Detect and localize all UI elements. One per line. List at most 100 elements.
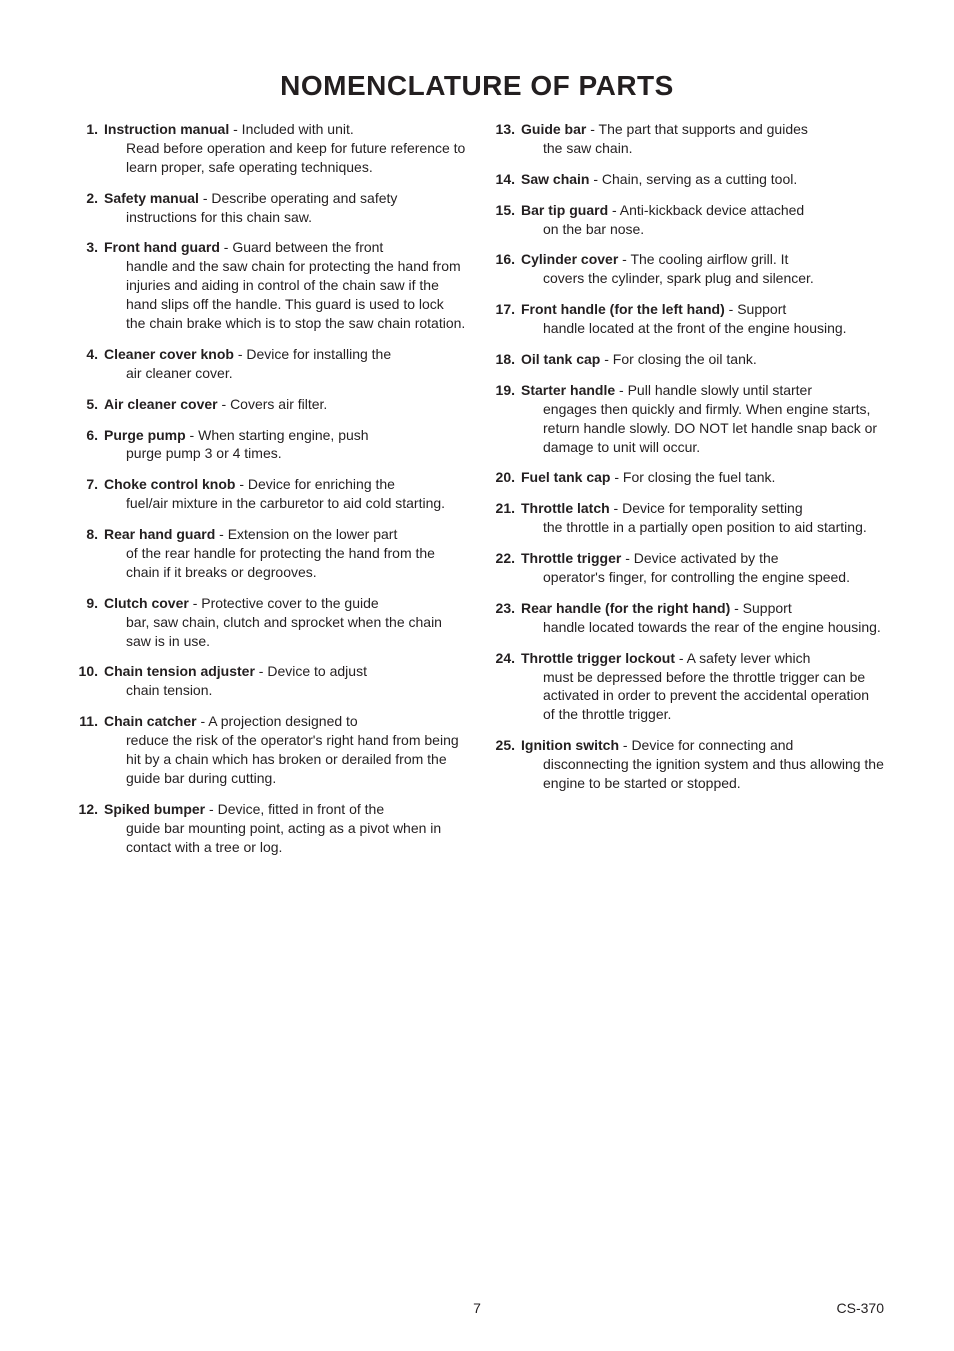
item-label: Rear handle (for the right hand)	[521, 600, 730, 616]
item-number: 11.	[70, 712, 104, 788]
item-first-line: Choke control knob - Device for enrichin…	[104, 476, 395, 492]
item-first-line: Cylinder cover - The cooling airflow gri…	[521, 251, 788, 267]
list-item: 3.Front hand guard - Guard between the f…	[70, 238, 467, 332]
item-number: 14.	[487, 170, 521, 189]
item-continuation: purge pump 3 or 4 times.	[104, 444, 467, 463]
item-first-line: Cleaner cover knob - Device for installi…	[104, 346, 391, 362]
item-label: Chain catcher	[104, 713, 197, 729]
item-label: Saw chain	[521, 171, 589, 187]
item-first-line: Spiked bumper - Device, fitted in front …	[104, 801, 384, 817]
item-number: 13.	[487, 120, 521, 158]
item-number: 2.	[70, 189, 104, 227]
item-number: 22.	[487, 549, 521, 587]
item-label: Instruction manual	[104, 121, 229, 137]
list-item: 6.Purge pump - When starting engine, pus…	[70, 426, 467, 464]
item-body: Cylinder cover - The cooling airflow gri…	[521, 250, 884, 288]
item-lead-text: - Covers air filter.	[218, 396, 328, 412]
item-continuation: handle located at the front of the engin…	[521, 319, 884, 338]
list-item: 7.Choke control knob - Device for enrich…	[70, 475, 467, 513]
list-item: 5.Air cleaner cover - Covers air filter.	[70, 395, 467, 414]
page-title: NOMENCLATURE OF PARTS	[70, 70, 884, 102]
item-lead-text: - Guard between the front	[220, 239, 383, 255]
item-first-line: Starter handle - Pull handle slowly unti…	[521, 382, 812, 398]
item-first-line: Throttle trigger - Device activated by t…	[521, 550, 779, 566]
item-first-line: Safety manual - Describe operating and s…	[104, 190, 397, 206]
item-lead-text: - Extension on the lower part	[215, 526, 397, 542]
item-body: Saw chain - Chain, serving as a cutting …	[521, 170, 884, 189]
list-item: 12.Spiked bumper - Device, fitted in fro…	[70, 800, 467, 857]
item-body: Starter handle - Pull handle slowly unti…	[521, 381, 884, 457]
right-column: 13.Guide bar - The part that supports an…	[487, 120, 884, 869]
item-number: 15.	[487, 201, 521, 239]
item-continuation: handle and the saw chain for protecting …	[104, 257, 467, 333]
item-continuation: guide bar mounting point, acting as a pi…	[104, 819, 467, 857]
item-number: 9.	[70, 594, 104, 651]
item-number: 17.	[487, 300, 521, 338]
item-number: 1.	[70, 120, 104, 177]
item-continuation: of the rear handle for protecting the ha…	[104, 544, 467, 582]
item-label: Air cleaner cover	[104, 396, 218, 412]
item-continuation: bar, saw chain, clutch and sprocket when…	[104, 613, 467, 651]
item-lead-text: - Chain, serving as a cutting tool.	[589, 171, 797, 187]
list-item: 16.Cylinder cover - The cooling airflow …	[487, 250, 884, 288]
list-item: 10.Chain tension adjuster - Device to ad…	[70, 662, 467, 700]
item-number: 20.	[487, 468, 521, 487]
item-number: 3.	[70, 238, 104, 332]
list-item: 24.Throttle trigger lockout - A safety l…	[487, 649, 884, 725]
item-lead-text: - For closing the oil tank.	[600, 351, 756, 367]
item-first-line: Oil tank cap - For closing the oil tank.	[521, 351, 757, 367]
item-number: 5.	[70, 395, 104, 414]
item-first-line: Throttle trigger lockout - A safety leve…	[521, 650, 810, 666]
item-label: Throttle trigger	[521, 550, 621, 566]
item-continuation: Read before operation and keep for futur…	[104, 139, 467, 177]
item-first-line: Guide bar - The part that supports and g…	[521, 121, 808, 137]
item-label: Clutch cover	[104, 595, 189, 611]
item-body: Bar tip guard - Anti-kickback device att…	[521, 201, 884, 239]
item-first-line: Instruction manual - Included with unit.	[104, 121, 354, 137]
item-continuation: reduce the risk of the operator's right …	[104, 731, 467, 788]
item-first-line: Chain catcher - A projection designed to	[104, 713, 358, 729]
item-lead-text: - Device to adjust	[255, 663, 367, 679]
item-lead-text: - Describe operating and safety	[199, 190, 397, 206]
item-body: Purge pump - When starting engine, pushp…	[104, 426, 467, 464]
item-label: Throttle trigger lockout	[521, 650, 675, 666]
item-number: 25.	[487, 736, 521, 793]
item-body: Front hand guard - Guard between the fro…	[104, 238, 467, 332]
list-item: 19.Starter handle - Pull handle slowly u…	[487, 381, 884, 457]
item-continuation: air cleaner cover.	[104, 364, 467, 383]
item-label: Throttle latch	[521, 500, 610, 516]
item-first-line: Bar tip guard - Anti-kickback device att…	[521, 202, 804, 218]
list-item: 20.Fuel tank cap - For closing the fuel …	[487, 468, 884, 487]
item-number: 16.	[487, 250, 521, 288]
item-label: Chain tension adjuster	[104, 663, 255, 679]
item-number: 23.	[487, 599, 521, 637]
item-lead-text: - Included with unit.	[229, 121, 354, 137]
item-lead-text: - Device for temporality setting	[610, 500, 803, 516]
columns-container: 1.Instruction manual - Included with uni…	[70, 120, 884, 869]
item-body: Fuel tank cap - For closing the fuel tan…	[521, 468, 884, 487]
item-lead-text: - The part that supports and guides	[586, 121, 808, 137]
item-body: Chain catcher - A projection designed to…	[104, 712, 467, 788]
list-item: 25.Ignition switch - Device for connecti…	[487, 736, 884, 793]
list-item: 8.Rear hand guard - Extension on the low…	[70, 525, 467, 582]
item-number: 24.	[487, 649, 521, 725]
item-body: Spiked bumper - Device, fitted in front …	[104, 800, 467, 857]
item-body: Throttle trigger - Device activated by t…	[521, 549, 884, 587]
item-lead-text: - Protective cover to the guide	[189, 595, 379, 611]
item-continuation: on the bar nose.	[521, 220, 884, 239]
item-first-line: Air cleaner cover - Covers air filter.	[104, 396, 327, 412]
footer: 7 CS-370	[70, 1300, 884, 1316]
item-lead-text: - A projection designed to	[197, 713, 358, 729]
list-item: 21.Throttle latch - Device for temporali…	[487, 499, 884, 537]
item-number: 12.	[70, 800, 104, 857]
item-lead-text: - For closing the fuel tank.	[610, 469, 775, 485]
item-number: 18.	[487, 350, 521, 369]
item-first-line: Ignition switch - Device for connecting …	[521, 737, 793, 753]
item-body: Clutch cover - Protective cover to the g…	[104, 594, 467, 651]
item-label: Starter handle	[521, 382, 615, 398]
item-label: Bar tip guard	[521, 202, 608, 218]
item-first-line: Clutch cover - Protective cover to the g…	[104, 595, 379, 611]
list-item: 1.Instruction manual - Included with uni…	[70, 120, 467, 177]
item-continuation: the throttle in a partially open positio…	[521, 518, 884, 537]
item-first-line: Throttle latch - Device for temporality …	[521, 500, 803, 516]
